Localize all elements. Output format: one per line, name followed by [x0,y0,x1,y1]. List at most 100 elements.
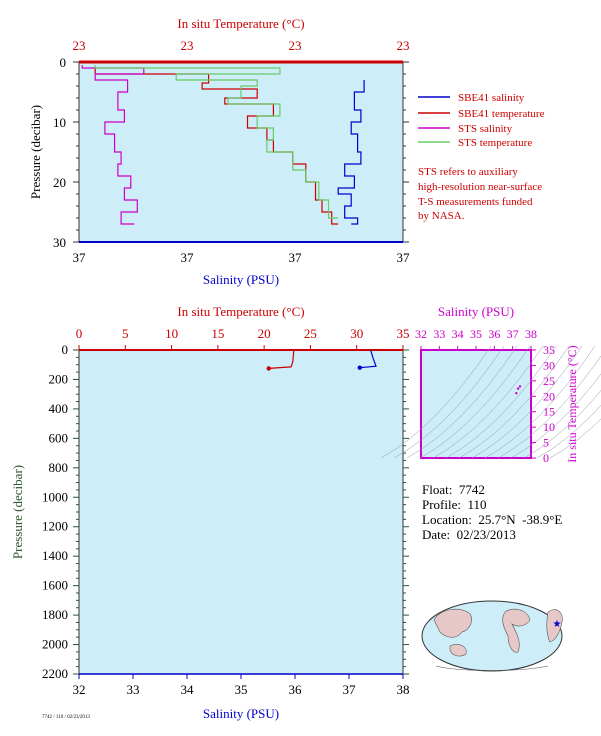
upper-top-tick-3: 23 [397,38,410,53]
upper-y-tick-3: 30 [53,235,66,250]
upper-bottom-tick-2: 37 [289,250,303,265]
lower-plot-area [78,349,404,675]
lower-bottom-tick-5: 37 [343,682,357,697]
upper-bottom-axis-label: Salinity (PSU) [203,272,279,287]
lower-bottom-axis-label: Salinity (PSU) [203,706,279,721]
sts-note: STS refers to auxiliary high-resolution … [418,166,542,222]
ts-y-tick-7: 35 [543,343,555,357]
lower-y-tick-11: 2200 [42,666,68,681]
footer-id: 7742 / 110 / 02/23/2013 [42,715,90,720]
upper-top-tick-0: 23 [73,38,86,53]
lower-top-ticks: 0 5 10 15 20 25 30 35 [76,326,410,350]
lower-y-tick-1: 200 [49,371,69,386]
ts-density-contour [536,405,601,459]
upper-top-tick-2: 23 [289,38,302,53]
ts-density-contour [510,373,601,459]
ts-y-tick-0: 0 [543,451,549,465]
upper-legend: SBE41 salinity SBE41 temperature STS sal… [418,92,545,149]
float-id: Float: 7742 [422,482,485,497]
upper-y-ticks: 0 10 20 30 [53,55,409,250]
lower-series-temperature [268,349,295,369]
ts-x-tick-1: 33 [433,327,445,341]
upper-series-sts-tem [94,65,339,219]
lower-top-tick-2: 10 [165,326,178,341]
ts-density-contour [393,345,505,459]
lower-bottom-tick-2: 34 [181,682,195,697]
ts-points [515,385,522,395]
ts-density-contour [458,345,570,459]
upper-y-axis-label: Pressure (decibar) [28,105,43,199]
map-land-africa-europe [546,609,563,643]
ts-x-tick-4: 36 [488,327,500,341]
upper-top-ticks: 23 23 23 23 [73,38,410,53]
lower-series-end-marker [266,366,271,371]
lower-series [266,349,377,371]
lower-top-axis-label: In situ Temperature (°C) [177,304,304,319]
date: Date: 02/23/2013 [422,527,516,542]
note-line-1: high-resolution near-surface [418,181,542,193]
ts-point [518,385,522,388]
lower-y-tick-4: 800 [49,460,69,475]
lower-y-tick-0: 0 [62,342,69,357]
ts-density-contour [484,345,596,459]
note-line-2: T-S measurements funded [418,196,533,208]
ts-density-contour [419,345,531,459]
lower-bottom-tick-6: 38 [397,682,410,697]
lower-y-tick-7: 1400 [42,548,68,563]
map-land-americas [502,608,531,653]
lower-y-tick-3: 600 [49,430,69,445]
lower-y-tick-2: 400 [49,401,69,416]
lower-top-tick-1: 5 [122,326,129,341]
lower-y-tick-9: 1800 [42,607,68,622]
legend-label-sbe-temperature: SBE41 temperature [458,108,545,120]
lower-y-tick-8: 1600 [42,578,68,593]
lower-bottom-tick-0: 32 [73,682,86,697]
ts-y-tick-2: 10 [543,420,555,434]
profile-number: Profile: 110 [422,497,487,512]
upper-top-tick-1: 23 [181,38,194,53]
upper-top-axis-label: In situ Temperature (°C) [177,16,304,31]
ts-x-tick-3: 35 [470,327,482,341]
lower-y-axis-label: Pressure (decibar) [10,465,25,559]
map-land-antarctica [435,665,549,671]
location: Location: 25.7°N -38.9°E [422,512,563,527]
note-line-0: STS refers to auxiliary [418,166,518,178]
ts-top-axis-label: Salinity (PSU) [438,304,514,319]
legend-label-sts-temperature: STS temperature [458,137,532,149]
upper-bottom-ticks: 37 37 37 37 [73,250,411,265]
upper-y-tick-2: 20 [53,175,66,190]
upper-series [81,65,365,225]
ts-y-tick-5: 25 [543,374,555,388]
lower-top-tick-7: 35 [397,326,410,341]
ts-x-tick-2: 34 [452,327,464,341]
ts-density-contour [471,345,583,459]
lower-series-salinity [359,349,377,369]
ts-density-contour [380,345,492,459]
ts-density-contour [523,390,601,459]
upper-series-sbe-sal [337,80,365,225]
lower-top-tick-5: 25 [304,326,317,341]
lower-top-tick-3: 15 [211,326,224,341]
upper-bottom-tick-3: 37 [397,250,411,265]
ts-y-tick-3: 15 [543,405,555,419]
lower-series-end-marker [357,365,362,370]
ts-x-ticks: 32 33 34 35 36 37 38 [415,327,537,350]
lower-y-ticks: 0 200 400 600 800 1000 1200 1400 1600 1800 2000 220… [42,342,409,681]
ts-density-contour [549,418,601,459]
legend-label-sts-salinity: STS salinity [458,123,513,135]
ts-x-tick-0: 32 [415,327,427,341]
ts-density-contours [380,345,601,459]
ts-density-contour [432,345,544,459]
ts-x-tick-5: 37 [507,327,519,341]
upper-y-tick-0: 0 [60,55,67,70]
ts-y-tick-6: 30 [543,358,555,372]
ts-x-tick-6: 38 [525,327,537,341]
legend-label-sbe-salinity: SBE41 salinity [458,92,525,104]
map-land-asia [433,608,472,638]
ts-point [516,387,520,390]
lower-y-tick-5: 1000 [42,489,68,504]
float-location-marker: ★ [553,619,562,630]
